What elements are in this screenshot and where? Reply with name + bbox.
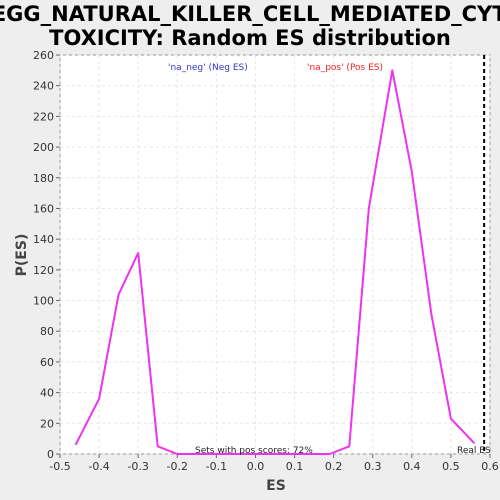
chart-title-line1: KEGG_NATURAL_KILLER_CELL_MEDIATED_CYTO bbox=[0, 2, 500, 26]
legend-pos: 'na_pos' (Pos ES) bbox=[307, 63, 383, 73]
x-tick-label: 0.0 bbox=[247, 460, 265, 473]
x-tick-label: 0.6 bbox=[481, 460, 499, 473]
y-tick-label: 80 bbox=[40, 325, 54, 338]
y-tick-label: 220 bbox=[33, 110, 54, 123]
x-axis: -0.5 -0.4 -0.3 -0.2 -0.1 0.0 0.1 0.2 0.3 0.4 0.5 0.… bbox=[49, 454, 498, 473]
y-tick-label: 100 bbox=[33, 295, 54, 308]
y-tick-label: 160 bbox=[33, 202, 54, 215]
chart-title-line2: TOXICITY: Random ES distribution bbox=[49, 26, 451, 50]
y-tick-label: 120 bbox=[33, 264, 54, 277]
y-tick-label: 180 bbox=[33, 172, 54, 185]
y-tick-label: 40 bbox=[40, 387, 54, 400]
x-tick-label: -0.3 bbox=[127, 460, 148, 473]
x-tick-label: -0.5 bbox=[49, 460, 70, 473]
x-tick-label: 0.1 bbox=[286, 460, 304, 473]
y-tick-label: 260 bbox=[33, 49, 54, 62]
y-tick-label: 240 bbox=[33, 80, 54, 93]
y-axis-title: P(ES) bbox=[14, 234, 30, 277]
y-tick-label: 140 bbox=[33, 233, 54, 246]
real-es-label: Real ES bbox=[457, 446, 491, 456]
x-axis-title: ES bbox=[266, 478, 286, 494]
x-tick-label: -0.2 bbox=[167, 460, 188, 473]
x-tick-label: -0.1 bbox=[206, 460, 227, 473]
x-tick-label: 0.3 bbox=[364, 460, 382, 473]
x-tick-label: 0.5 bbox=[442, 460, 460, 473]
pos-score-annotation: Sets with pos scores: 72% bbox=[195, 446, 313, 456]
y-tick-label: 200 bbox=[33, 141, 54, 154]
x-tick-label: -0.4 bbox=[88, 460, 109, 473]
plot-area bbox=[60, 55, 490, 454]
legend-neg: 'na_neg' (Neg ES) bbox=[168, 63, 248, 73]
x-tick-label: 0.2 bbox=[325, 460, 343, 473]
x-tick-label: 0.4 bbox=[403, 460, 421, 473]
y-tick-label: 60 bbox=[40, 356, 54, 369]
y-tick-label: 20 bbox=[40, 417, 54, 430]
